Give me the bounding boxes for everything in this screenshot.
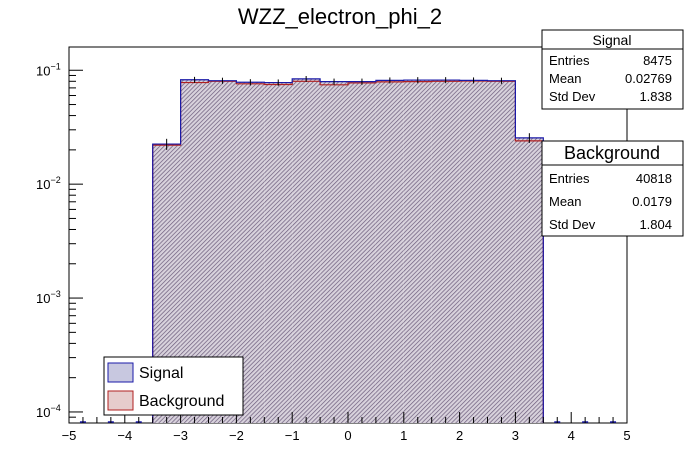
signal-stddev-value: 1.838 (639, 89, 672, 104)
signal-mean-value: 0.02769 (625, 71, 672, 86)
histogram-bin-fill (403, 80, 432, 423)
background-entries-value: 40818 (636, 171, 672, 186)
legend-label-signal: Signal (139, 365, 183, 382)
histogram-bin-fill (431, 80, 460, 423)
y-tick-label: 10−4 (36, 403, 61, 420)
signal-stddev-label: Std Dev (549, 89, 596, 104)
signal-stats-title: Signal (593, 32, 632, 48)
signal-mean-label: Mean (549, 71, 582, 86)
signal-stats-box: Signal Entries 8475 Mean 0.02769 Std Dev… (541, 29, 684, 110)
x-tick-label: 3 (512, 428, 519, 443)
y-tick-label: 10−3 (36, 289, 61, 306)
background-mean-value: 0.0179 (632, 194, 672, 209)
histogram-bin-fill (375, 80, 404, 423)
y-axis: 10−1 10−2 10−3 10−4 (36, 61, 83, 424)
background-stddev-label: Std Dev (549, 217, 596, 232)
histogram-bin-fill (292, 78, 321, 423)
legend-swatch-background (107, 390, 134, 411)
histogram-bin-fill (459, 80, 488, 423)
histogram-bin-fill (348, 81, 376, 423)
x-tick-label: 1 (400, 428, 407, 443)
x-tick-label: −3 (173, 428, 188, 443)
x-tick-label: 0 (344, 428, 351, 443)
signal-entries-label: Entries (549, 53, 590, 68)
x-axis: −5 −4 −3 −2 −1 0 1 2 3 4 5 (62, 412, 631, 443)
background-mean-label: Mean (549, 194, 582, 209)
chart-title: WZZ_electron_phi_2 (238, 4, 442, 29)
background-stats-title: Background (564, 143, 660, 163)
x-tick-label: −4 (117, 428, 132, 443)
legend: Signal Background (103, 356, 244, 416)
x-tick-label: 4 (568, 428, 575, 443)
y-tick-label: 10−2 (36, 175, 61, 192)
histogram-bin-fill (515, 137, 544, 423)
y-tick-label: 10−1 (36, 61, 61, 78)
x-tick-label: 2 (456, 428, 463, 443)
histogram-bin-fill (320, 81, 348, 423)
histogram-bin-fill (264, 82, 293, 423)
x-tick-label: −2 (229, 428, 244, 443)
x-tick-label: −5 (62, 428, 77, 443)
background-stddev-value: 1.804 (639, 217, 672, 232)
legend-label-background: Background (139, 393, 224, 410)
legend-swatch-signal (107, 362, 134, 383)
background-entries-label: Entries (549, 171, 590, 186)
signal-entries-value: 8475 (643, 53, 672, 68)
histogram-bin-fill (487, 80, 516, 424)
background-stats-box: Background Entries 40818 Mean 0.0179 Std… (541, 140, 684, 237)
x-tick-label: 5 (623, 428, 630, 443)
x-tick-label: −1 (285, 428, 300, 443)
